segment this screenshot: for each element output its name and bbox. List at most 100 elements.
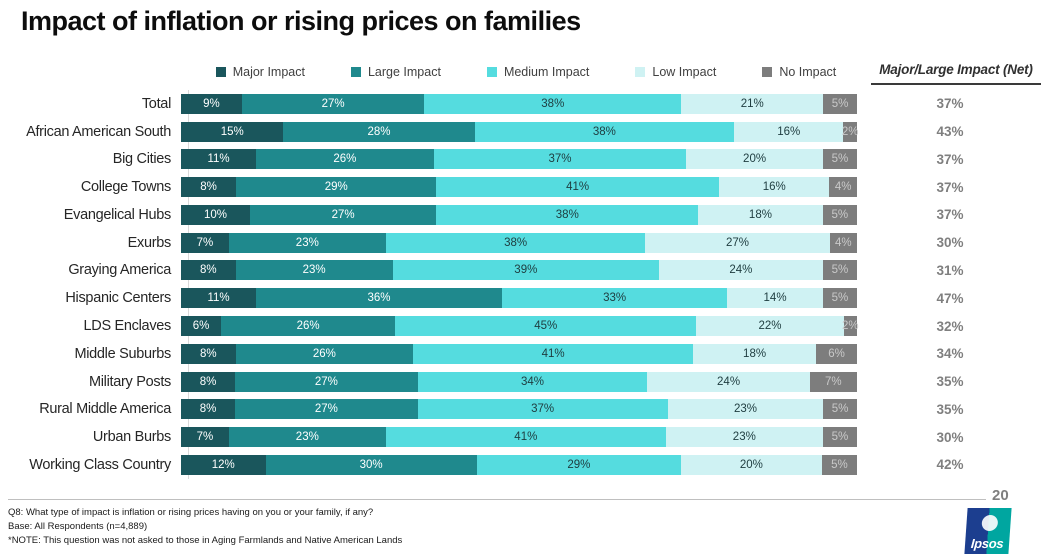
- stacked-bar: 11% 26% 37% 20% 5%: [181, 149, 857, 170]
- bar-segment-no-impact: 5%: [822, 204, 857, 225]
- stacked-bar: 7% 23% 38% 27% 4%: [181, 232, 857, 253]
- segment-value-label: 15%: [220, 125, 244, 138]
- bar-segment-low-impact: 14%: [727, 288, 823, 309]
- bar-segment-low-impact: 24%: [658, 260, 823, 281]
- segment-value-label: 5%: [831, 264, 849, 277]
- bar-segment-medium-impact: 37%: [417, 399, 668, 420]
- bar-segment-low-impact: 27%: [645, 232, 830, 253]
- net-value: 37%: [936, 96, 964, 112]
- legend-label: No Impact: [779, 65, 837, 79]
- stacked-bar: 6% 26% 45% 22% 2%: [181, 316, 859, 336]
- chart-row: Total 9% 27% 38% 21% 5% 37%: [0, 90, 1043, 118]
- bar-segment-large-impact: 27%: [235, 371, 418, 392]
- net-value: 37%: [936, 151, 964, 167]
- footnote-question: Q8: What type of impact is inflation or …: [8, 507, 374, 518]
- chart-row: Working Class Country 12% 30% 29% 20% 5% 42%: [0, 451, 1043, 479]
- bar-segment-major-impact: 8%: [181, 260, 236, 281]
- segment-value-label: 6%: [192, 320, 210, 332]
- bar-segment-major-impact: 6%: [181, 316, 222, 336]
- ipsos-logo: Ipsos: [964, 508, 1012, 554]
- chart-row: Urban Burbs 7% 23% 41% 23% 5% 30%: [0, 423, 1043, 451]
- segment-value-label: 5%: [831, 153, 849, 166]
- segment-value-label: 26%: [333, 153, 357, 166]
- bar-segment-low-impact: 20%: [686, 149, 823, 170]
- legend-label: Large Impact: [367, 65, 441, 79]
- bar-segment-no-impact: 4%: [829, 232, 857, 253]
- segment-value-label: 4%: [834, 181, 852, 194]
- segment-value-label: 29%: [567, 458, 591, 471]
- stacked-bar: 11% 36% 33% 14% 5%: [181, 288, 857, 309]
- profile-silhouette-icon: [981, 515, 999, 531]
- segment-value-label: 23%: [295, 431, 319, 444]
- segment-value-label: 23%: [295, 236, 319, 249]
- segment-value-label: 7%: [196, 431, 214, 444]
- category-label: Hispanic Centers: [65, 290, 171, 307]
- segment-value-label: 21%: [740, 97, 764, 110]
- chart-row: Graying America 8% 23% 39% 24% 5% 31%: [0, 257, 1043, 285]
- page-number: 20: [992, 487, 1009, 504]
- legend-item-medium-impact: Medium Impact: [486, 65, 589, 79]
- segment-value-label: 20%: [739, 458, 763, 471]
- net-value: 42%: [936, 457, 964, 473]
- net-value: 35%: [936, 401, 964, 417]
- segment-value-label: 24%: [717, 375, 741, 388]
- segment-value-label: 41%: [514, 431, 538, 444]
- category-label: LDS Enclaves: [83, 318, 172, 334]
- legend-item-large-impact: Large Impact: [350, 65, 441, 79]
- bar-segment-medium-impact: 45%: [395, 316, 697, 336]
- segment-value-label: 10%: [203, 208, 227, 221]
- bar-segment-major-impact: 7%: [181, 427, 229, 448]
- segment-value-label: 7%: [196, 236, 214, 249]
- bar-segment-low-impact: 18%: [693, 343, 817, 364]
- bar-segment-major-impact: 11%: [181, 288, 257, 309]
- stacked-bar: 8% 29% 41% 16% 4%: [181, 177, 858, 198]
- bar-segment-no-impact: 7%: [809, 371, 857, 392]
- bar-segment-large-impact: 29%: [236, 177, 437, 198]
- bar-segment-low-impact: 21%: [681, 93, 824, 114]
- segment-value-label: 11%: [207, 292, 230, 305]
- segment-value-label: 28%: [367, 125, 391, 138]
- segment-value-label: 8%: [199, 403, 217, 416]
- segment-value-label: 39%: [514, 264, 538, 277]
- bar-segment-medium-impact: 38%: [385, 232, 646, 253]
- segment-value-label: 26%: [312, 347, 336, 360]
- page-title: Impact of inflation or rising prices on …: [21, 6, 581, 36]
- chart-row: Rural Middle America 8% 27% 37% 23% 5% 35%: [0, 395, 1043, 423]
- bar-segment-large-impact: 36%: [256, 288, 502, 309]
- chart-row: Evangelical Hubs 10% 27% 38% 18% 5% 37%: [0, 201, 1043, 229]
- segment-value-label: 5%: [831, 97, 849, 110]
- segment-value-label: 8%: [200, 181, 217, 194]
- chart-legend: Major Impact Large Impact Medium Impact Low…: [188, 62, 864, 82]
- category-label: African American South: [26, 123, 171, 140]
- segment-value-label: 5%: [831, 403, 849, 416]
- bar-segment-major-impact: 10%: [181, 204, 250, 225]
- segment-value-label: 12%: [211, 458, 235, 471]
- segment-value-label: 18%: [743, 347, 767, 360]
- category-label: College Towns: [80, 179, 171, 196]
- bar-segment-no-impact: 5%: [822, 288, 857, 309]
- bar-segment-low-impact: 23%: [667, 399, 824, 420]
- footnote-base: Base: All Respondents (n=4,889): [8, 521, 148, 532]
- segment-value-label: 6%: [828, 347, 845, 360]
- bar-segment-major-impact: 7%: [181, 232, 229, 253]
- category-label: Graying America: [68, 262, 171, 279]
- segment-value-label: 18%: [748, 208, 772, 221]
- segment-value-label: 30%: [359, 458, 383, 471]
- stacked-bar: 12% 30% 29% 20% 5%: [181, 454, 857, 475]
- bar-segment-low-impact: 24%: [647, 371, 810, 392]
- chart-row: College Towns 8% 29% 41% 16% 4% 37%: [0, 173, 1043, 201]
- segment-value-label: 38%: [592, 125, 616, 138]
- segment-value-label: 4%: [835, 236, 852, 249]
- bar-segment-large-impact: 23%: [235, 260, 393, 281]
- segment-value-label: 37%: [548, 153, 572, 166]
- segment-value-label: 23%: [733, 403, 757, 416]
- category-label: Middle Suburbs: [74, 345, 171, 362]
- legend-item-major-impact: Major Impact: [215, 65, 305, 79]
- category-label: Military Posts: [88, 373, 171, 390]
- legend-item-no-impact: No Impact: [762, 65, 836, 79]
- bar-segment-medium-impact: 29%: [476, 454, 681, 475]
- bar-segment-no-impact: 5%: [823, 93, 857, 114]
- legend-swatch-icon: [762, 67, 773, 77]
- bar-segment-large-impact: 26%: [235, 343, 414, 364]
